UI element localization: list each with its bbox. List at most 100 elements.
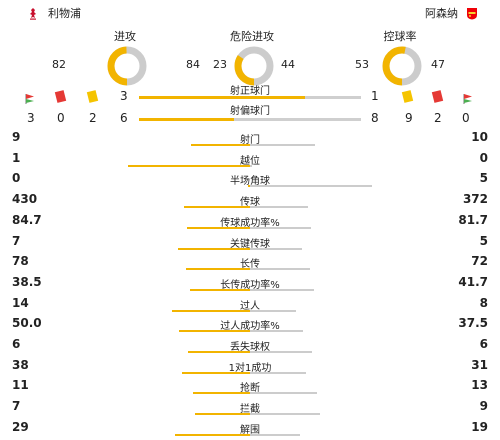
stat-away-bar-fill [250, 268, 310, 271]
stat-away-value: 9 [479, 399, 488, 414]
stat-row: 11 抢断 13 [0, 378, 500, 400]
stat-home-value: 78 [12, 254, 29, 269]
stat-home-bar-fill [193, 392, 250, 395]
stat-label: 长传成功率% [220, 279, 280, 291]
stat-home-value: 84.7 [12, 212, 42, 227]
stat-row: 7 关键传球 5 [0, 234, 500, 256]
stat-label: 关键传球 [230, 238, 270, 250]
stat-away-bar-fill [250, 371, 306, 374]
cannon-crest-icon [467, 7, 477, 19]
stat-row: 7 拦截 9 [0, 399, 500, 421]
stat-away-bar [250, 392, 317, 395]
home-shots-on-target: 3 [120, 89, 128, 103]
stat-row: 78 长传 72 [0, 254, 500, 276]
stat-home-value: 7 [12, 399, 21, 414]
liverbird-icon [30, 7, 36, 20]
stat-away-bar [250, 144, 315, 146]
stat-home-value: 6 [12, 337, 21, 351]
shots-on-target-label: 射正球门 [230, 86, 270, 97]
home-red-cards-count: 0 [57, 111, 65, 125]
home-team-name: 利物浦 [48, 7, 81, 20]
stat-away-bar [250, 288, 314, 291]
donut-dangerous-attack: 危险进攻 23 44 [177, 28, 327, 88]
stat-label: 抢断 [240, 383, 260, 395]
stat-row: 0 半场角球 5 [0, 171, 500, 193]
shots-on-target-row: 射正球门 3 1 [0, 82, 500, 104]
stat-away-value: 81.7 [458, 212, 488, 227]
stat-away-bar-fill [250, 413, 320, 416]
stat-home-bar [175, 433, 250, 436]
stat-label: 越位 [240, 155, 260, 167]
stat-label: 射门 [240, 135, 260, 146]
stat-row: 84.7 传球成功率% 81.7 [0, 213, 500, 235]
stat-away-value: 8 [479, 295, 488, 310]
stat-row: 1 越位 0 [0, 151, 500, 173]
stat-away-value: 6 [479, 337, 488, 351]
stat-home-bar [187, 226, 250, 229]
stat-away-value: 37.5 [458, 316, 488, 331]
stat-label: 过人 [240, 300, 260, 312]
stat-home-value: 9 [12, 130, 21, 144]
stat-away-bar-fill [250, 392, 317, 395]
stat-home-bar-fill [172, 309, 250, 312]
stat-away-bar [250, 247, 302, 250]
stat-away-bar-fill [250, 164, 252, 167]
stat-away-bar-fill [250, 185, 372, 188]
stat-away-bar-fill [250, 288, 314, 291]
stat-away-bar [250, 351, 312, 353]
shots-off-target-row: 射偏球门 3 0 2 6 8 9 2 0 [0, 102, 500, 125]
stat-home-value: 11 [12, 378, 29, 393]
stat-label: 过人成功率% [220, 321, 280, 333]
stat-away-value: 372 [462, 192, 488, 207]
stat-row: 38.5 长传成功率% 41.7 [0, 275, 500, 297]
away-corners-count: 0 [462, 111, 470, 125]
stat-label: 解围 [240, 424, 260, 436]
home-corners-count: 3 [27, 111, 35, 125]
stat-label: 长传 [240, 259, 260, 271]
stat-away-value: 0 [479, 150, 488, 165]
away-shots-on-target: 1 [371, 89, 379, 103]
stat-row: 29 解围 19 [0, 420, 500, 440]
stat-label: 丢失球权 [230, 342, 270, 353]
stat-home-bar [195, 413, 250, 416]
stat-away-value: 31 [471, 357, 488, 372]
donut-away-value: 47 [431, 58, 445, 71]
stat-away-bar [250, 309, 296, 312]
stat-row: 6 丢失球权 6 [0, 337, 500, 359]
stat-home-bar-fill [195, 413, 250, 416]
stat-away-bar-fill [250, 226, 311, 229]
stat-home-value: 38 [12, 357, 29, 372]
donut-home-value: 53 [355, 58, 369, 71]
donut-home-arc [107, 46, 147, 86]
stat-away-bar [250, 185, 372, 188]
stat-away-bar-fill [250, 144, 315, 146]
stat-home-value: 7 [12, 233, 21, 248]
stat-home-bar [248, 185, 250, 188]
home-shots-on-target-bar [139, 96, 305, 99]
stat-home-bar-fill [184, 206, 250, 209]
stat-away-bar-fill [250, 309, 296, 312]
stat-home-bar [191, 144, 250, 146]
donut-possession: 控球率 53 47 [325, 28, 475, 88]
stat-away-bar [250, 330, 303, 333]
away-yellow-cards-count: 9 [405, 111, 413, 125]
stat-away-bar-fill [250, 247, 302, 250]
stat-home-bar-fill [175, 433, 250, 436]
away-team[interactable]: 阿森纳 [425, 5, 478, 21]
stat-home-bar-fill [179, 330, 250, 333]
stat-home-bar [179, 330, 250, 333]
shots-off-target-bar [139, 118, 361, 121]
home-team[interactable]: 利物浦 [28, 5, 81, 21]
stat-row: 50.0 过人成功率% 37.5 [0, 316, 500, 338]
donut-title: 危险进攻 [230, 30, 274, 43]
stat-home-bar-fill [182, 371, 250, 374]
stat-label: 传球 [240, 197, 260, 209]
stat-away-bar [250, 413, 320, 416]
stat-away-bar-fill [250, 330, 303, 333]
donut-ring [382, 46, 422, 86]
corner-flag-icon [462, 90, 473, 109]
stat-home-bar-fill [186, 268, 250, 271]
donut-home-value: 23 [213, 58, 227, 71]
stat-home-value: 14 [12, 295, 29, 310]
stat-row: 14 过人 8 [0, 296, 500, 318]
